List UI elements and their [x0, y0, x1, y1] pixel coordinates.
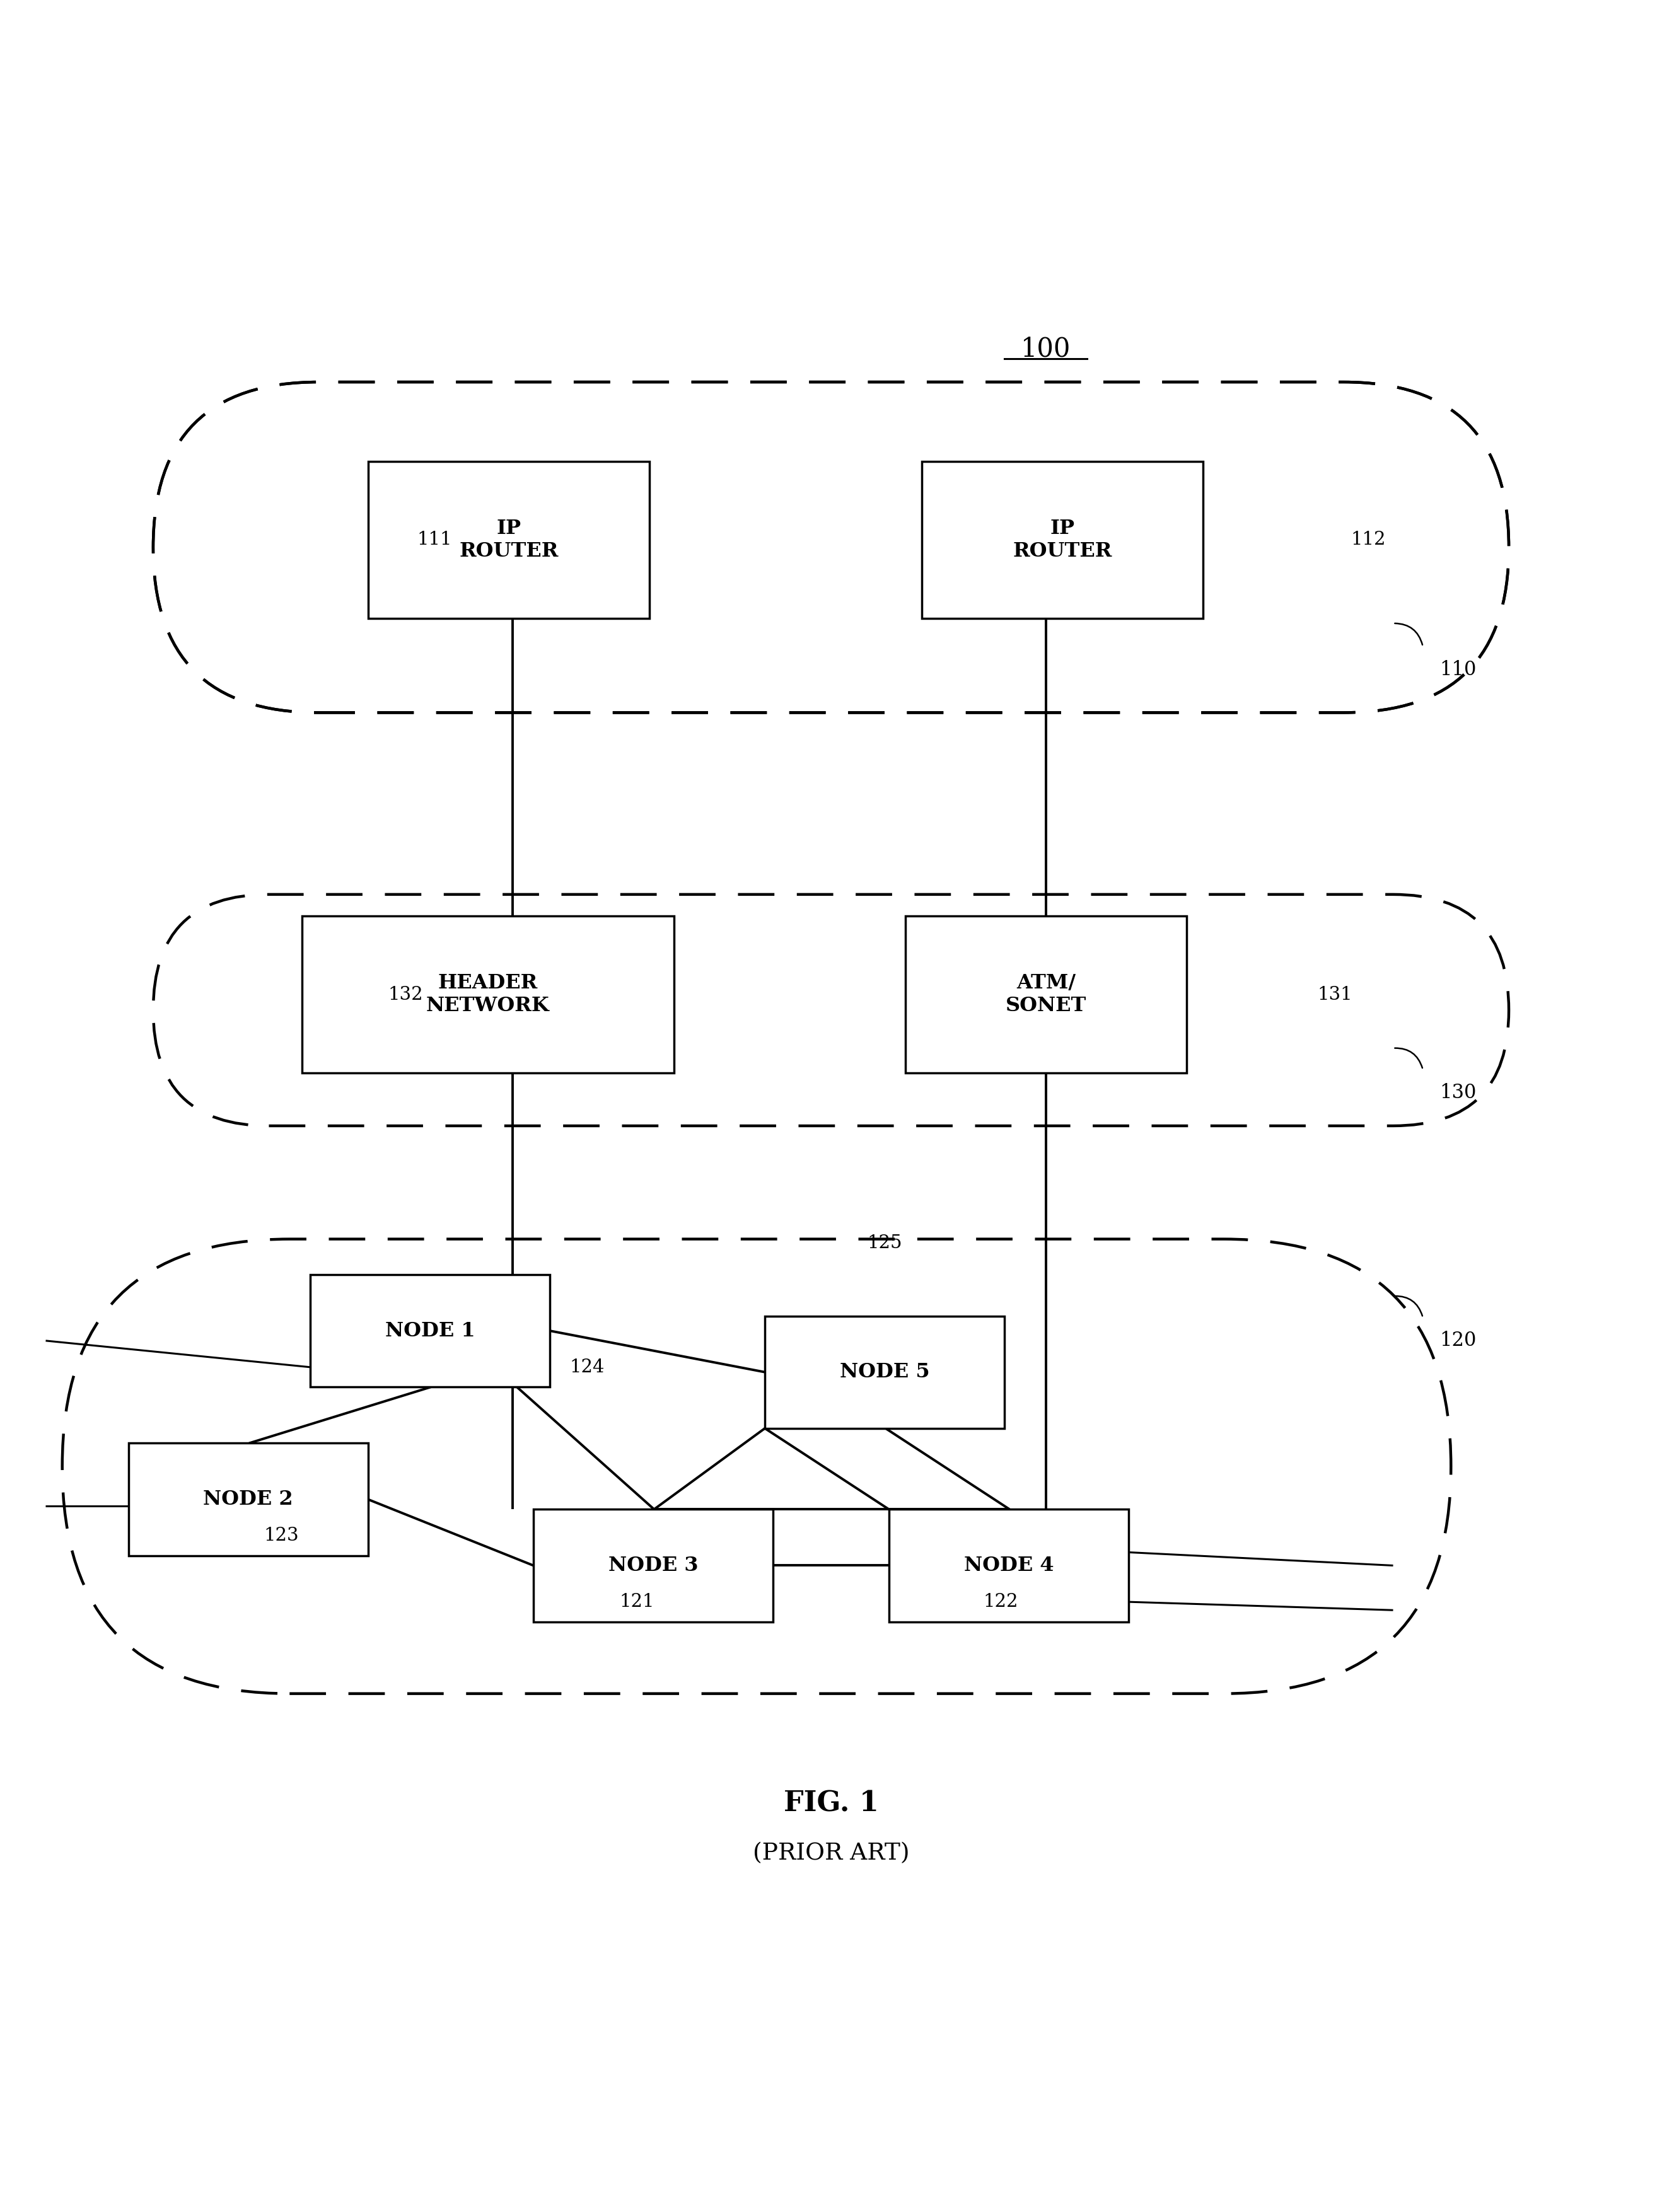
Text: 112: 112 — [1351, 531, 1386, 549]
FancyBboxPatch shape — [922, 462, 1203, 619]
FancyBboxPatch shape — [128, 1442, 367, 1555]
Text: 111: 111 — [417, 531, 452, 549]
FancyBboxPatch shape — [765, 1316, 1004, 1429]
Text: 131: 131 — [1318, 987, 1353, 1004]
FancyBboxPatch shape — [302, 916, 675, 1073]
Text: NODE 3: NODE 3 — [608, 1555, 698, 1575]
Text: NODE 2: NODE 2 — [203, 1489, 293, 1509]
FancyBboxPatch shape — [889, 1509, 1128, 1621]
Text: 122: 122 — [982, 1593, 1017, 1610]
Text: 110: 110 — [1439, 659, 1476, 679]
Text: 132: 132 — [387, 987, 422, 1004]
Text: NODE 1: NODE 1 — [386, 1321, 475, 1340]
FancyBboxPatch shape — [367, 462, 650, 619]
FancyBboxPatch shape — [534, 1509, 773, 1621]
Text: IP
ROUTER: IP ROUTER — [459, 520, 558, 562]
Text: ATM/
SONET: ATM/ SONET — [1006, 973, 1087, 1015]
Text: 125: 125 — [868, 1234, 902, 1252]
Text: NODE 4: NODE 4 — [964, 1555, 1054, 1575]
Text: 121: 121 — [620, 1593, 655, 1610]
Text: 130: 130 — [1439, 1084, 1476, 1102]
Text: FIG. 1: FIG. 1 — [783, 1790, 879, 1816]
FancyBboxPatch shape — [906, 916, 1187, 1073]
Text: 123: 123 — [264, 1526, 299, 1544]
Text: IP
ROUTER: IP ROUTER — [1012, 520, 1112, 562]
Text: NODE 5: NODE 5 — [839, 1363, 929, 1382]
Text: 120: 120 — [1439, 1332, 1476, 1352]
Text: 100: 100 — [1020, 336, 1070, 363]
Text: 124: 124 — [570, 1358, 605, 1376]
FancyBboxPatch shape — [311, 1274, 550, 1387]
Text: (PRIOR ART): (PRIOR ART) — [753, 1843, 909, 1865]
Text: HEADER
NETWORK: HEADER NETWORK — [425, 973, 550, 1015]
